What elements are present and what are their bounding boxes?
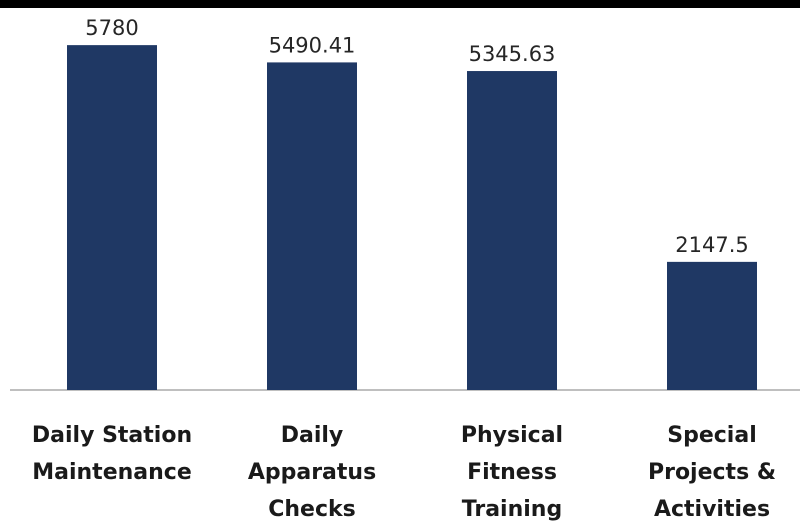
category-label-3: Physical Fitness Training xyxy=(461,423,563,522)
value-labels: 5780 5490.41 5345.63 2147.5 xyxy=(85,16,748,257)
category-label-line: Apparatus xyxy=(248,460,376,485)
value-label-2: 5490.41 xyxy=(269,33,356,57)
category-label-line: Daily Station xyxy=(32,423,192,448)
category-label-1: Daily Station Maintenance xyxy=(32,423,192,485)
category-label-line: Projects & xyxy=(648,460,776,485)
bars xyxy=(67,45,757,391)
category-label-4: Special Projects & Activities xyxy=(648,423,776,522)
value-label-1: 5780 xyxy=(85,16,138,40)
bar-3 xyxy=(467,71,557,391)
value-label-4: 2147.5 xyxy=(675,233,748,257)
category-label-line: Activities xyxy=(654,497,770,522)
value-label-3: 5345.63 xyxy=(469,42,556,66)
category-label-line: Training xyxy=(462,497,562,522)
bar-2 xyxy=(267,62,357,390)
bar-1 xyxy=(67,45,157,390)
bar-4 xyxy=(667,261,757,390)
top-border xyxy=(0,0,800,8)
category-label-line: Physical xyxy=(461,423,563,448)
category-label-line: Checks xyxy=(268,497,356,522)
category-label-line: Fitness xyxy=(467,460,557,485)
category-label-line: Maintenance xyxy=(32,460,192,485)
category-label-line: Special xyxy=(667,423,756,448)
category-labels: Daily Station Maintenance Daily Apparatus Ch… xyxy=(32,423,776,522)
category-label-line: Daily xyxy=(281,423,344,448)
category-label-2: Daily Apparatus Checks xyxy=(248,423,376,522)
